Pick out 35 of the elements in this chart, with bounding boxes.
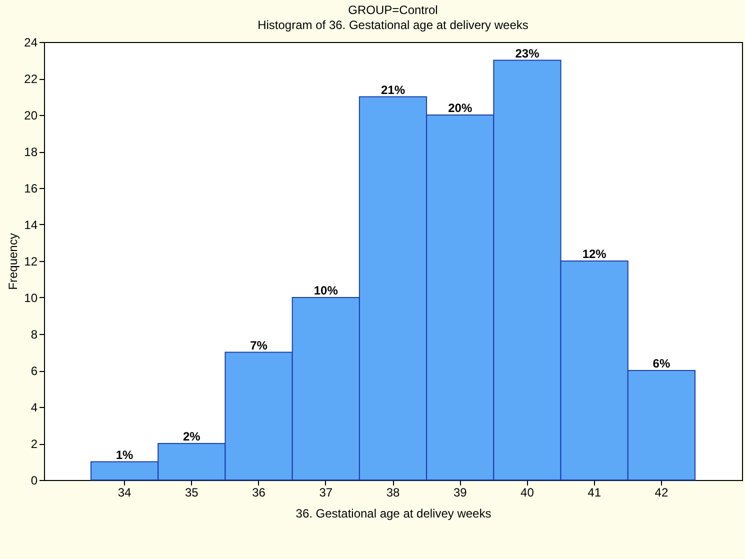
- data-label: 10%: [314, 284, 338, 298]
- x-tick-label: 37: [319, 486, 333, 500]
- chart-title: GROUP=Control: [348, 3, 438, 17]
- y-tick-label: 12: [24, 254, 38, 268]
- x-tick-label: 34: [118, 486, 132, 500]
- chart-subtitle: Histogram of 36. Gestational age at delivery weeks: [258, 18, 528, 32]
- y-tick-label: 14: [24, 218, 38, 232]
- y-tick-label: 20: [24, 108, 38, 122]
- y-tick-label: 2: [30, 437, 38, 451]
- x-tick-label: 36: [252, 486, 266, 500]
- x-tick-label: 35: [184, 486, 199, 500]
- y-tick-label: 18: [24, 145, 38, 159]
- y-tick-label: 16: [24, 182, 38, 196]
- y-tick-label: 8: [30, 328, 38, 342]
- y-axis-title: Frequency: [6, 233, 20, 290]
- data-label: 20%: [448, 101, 472, 115]
- y-tick-label: 22: [24, 72, 38, 86]
- y-tick-label: 24: [24, 36, 38, 50]
- x-tick-label: 39: [453, 486, 468, 500]
- data-label: 7%: [250, 338, 268, 352]
- x-tick-label: 40: [520, 486, 534, 500]
- y-tick-label: 10: [24, 291, 38, 305]
- y-tick-label: 6: [30, 364, 38, 378]
- y-tick-label: 4: [30, 400, 38, 414]
- data-label: 1%: [116, 448, 134, 462]
- data-label: 12%: [582, 247, 607, 261]
- data-label: 2%: [182, 430, 201, 444]
- data-label: 6%: [652, 356, 670, 370]
- x-axis-title: 36. Gestational age at delivey weeks: [296, 506, 492, 520]
- y-tick-label: 0: [30, 474, 38, 488]
- data-label: 21%: [380, 82, 406, 97]
- x-tick-label: 38: [386, 486, 400, 500]
- data-label: 23%: [515, 46, 540, 60]
- x-tick-label: 42: [654, 486, 668, 500]
- x-tick-label: 41: [588, 486, 602, 500]
